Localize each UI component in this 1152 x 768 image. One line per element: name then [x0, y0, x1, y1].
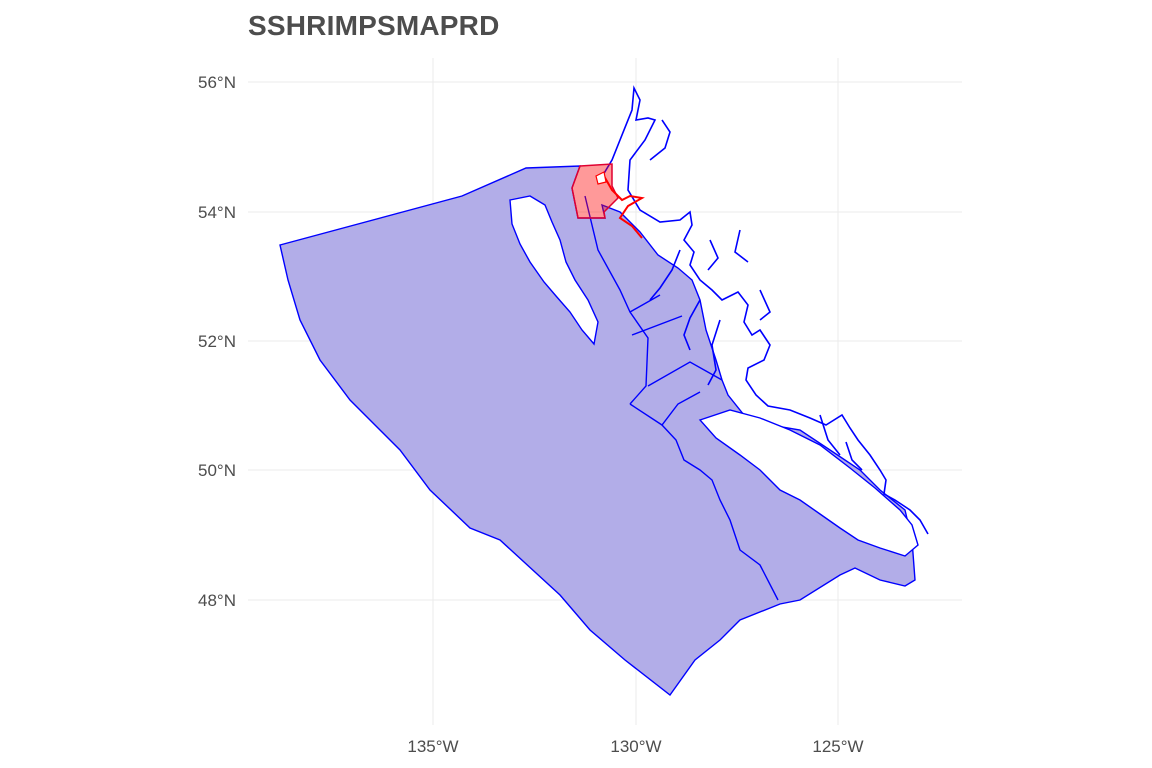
- highlighted-island: [595, 171, 607, 185]
- mainland-coastline: [599, 85, 929, 535]
- map-title: SSHRIMPSMAPRD: [248, 10, 500, 41]
- y-tick-label: 48°N: [198, 591, 236, 610]
- x-tick-label: 135°W: [407, 737, 458, 756]
- vancouver-island: [698, 409, 919, 557]
- area-boundaries: [584, 195, 779, 601]
- y-tick-label: 50°N: [198, 461, 236, 480]
- x-tick-label: 130°W: [610, 737, 661, 756]
- y-tick-label: 56°N: [198, 73, 236, 92]
- highlighted-region-polygon: [571, 163, 619, 219]
- x-tick-label: 125°W: [812, 737, 863, 756]
- y-axis: 56°N 54°N 52°N 50°N 48°N: [198, 73, 236, 610]
- highlighted-inlet: [603, 175, 645, 239]
- y-tick-label: 54°N: [198, 203, 236, 222]
- y-tick-label: 52°N: [198, 332, 236, 351]
- highlighted-region: [571, 163, 645, 239]
- haida-gwaii-island: [509, 195, 599, 346]
- x-axis: 135°W 130°W 125°W: [407, 737, 863, 756]
